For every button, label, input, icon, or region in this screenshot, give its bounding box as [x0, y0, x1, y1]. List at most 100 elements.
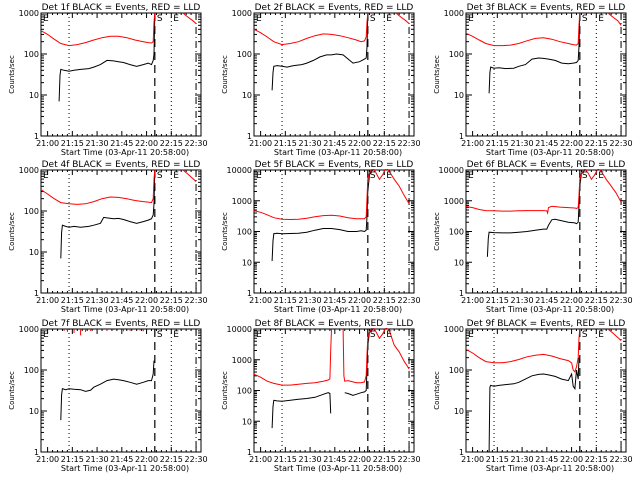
- plot-frame: [465, 328, 627, 453]
- y-tick-label: 100: [24, 50, 39, 59]
- y-axis-label: Counts/sec: [221, 55, 229, 94]
- y-tick-label: 1000: [444, 197, 464, 206]
- y-axis-label: Counts/sec: [433, 55, 441, 94]
- end-marker-label: E: [256, 14, 262, 24]
- series-events-line: [60, 360, 155, 421]
- y-tick-label: 10: [242, 258, 252, 267]
- y-tick-label: 1000: [444, 325, 464, 334]
- start-marker-label: S: [157, 14, 163, 24]
- x-tick-label: 21:45: [535, 455, 558, 464]
- y-axis-label: Counts/sec: [8, 55, 16, 94]
- panel-title: Det 3f BLACK = Events, RED = LLD: [467, 3, 626, 13]
- x-tick-label: 22:15: [585, 139, 608, 148]
- series-events-2-line: [344, 328, 374, 396]
- x-tick-label: 21:00: [249, 139, 272, 148]
- y-tick-label: 1: [34, 132, 39, 141]
- x-axis-label: Start Time (03-Apr-11 20:58:00): [486, 305, 614, 314]
- x-tick-label: 21:45: [535, 296, 558, 305]
- y-tick-label: 10: [242, 417, 252, 426]
- series-events-line: [58, 12, 156, 102]
- end-marker-label: E: [598, 330, 604, 340]
- y-tick-label: 10: [242, 91, 252, 100]
- x-axis-label: Start Time (03-Apr-11 20:58:00): [61, 305, 189, 314]
- x-tick-label: 22:15: [160, 296, 183, 305]
- x-axis-label: Start Time (03-Apr-11 20:58:00): [274, 464, 402, 473]
- end-marker-label: E: [386, 330, 392, 340]
- x-tick-label: 21:15: [274, 455, 297, 464]
- y-tick-label: 10: [454, 407, 464, 416]
- end-marker-label: E: [468, 171, 474, 181]
- plot-frame: [465, 169, 627, 294]
- x-tick-label: 22:15: [585, 455, 608, 464]
- x-tick-label: 22:00: [560, 139, 583, 148]
- y-tick-label: 1000: [19, 325, 39, 334]
- y-axis-label: Counts/sec: [433, 371, 441, 410]
- x-tick-label: 22:30: [185, 296, 208, 305]
- end-marker-label: E: [468, 14, 474, 24]
- end-marker-label: E: [43, 14, 49, 24]
- x-tick-label: 21:30: [86, 455, 109, 464]
- x-tick-label: 22:00: [560, 296, 583, 305]
- detector-panel-6: Det 6f BLACK = Events, RED = LLD 1 10 100 10…: [433, 160, 633, 314]
- x-tick-label: 21:45: [110, 296, 133, 305]
- series-lld-line: [254, 328, 332, 386]
- x-tick-label: 21:15: [61, 139, 84, 148]
- panel-title: Det 5f BLACK = Events, RED = LLD: [255, 160, 414, 170]
- end-marker-label: E: [598, 171, 604, 181]
- y-tick-label: 100: [449, 228, 464, 237]
- x-tick-label: 22:30: [398, 139, 421, 148]
- y-tick-label: 10: [454, 91, 464, 100]
- x-tick-label: 21:45: [110, 139, 133, 148]
- y-tick-label: 1: [459, 132, 464, 141]
- y-axis-label: Counts/sec: [221, 212, 229, 251]
- x-tick-label: 22:30: [398, 296, 421, 305]
- series-events-line: [486, 169, 586, 257]
- x-tick-label: 21:00: [249, 455, 272, 464]
- y-tick-label: 1: [459, 448, 464, 457]
- x-tick-label: 21:45: [535, 139, 558, 148]
- x-axis-label: Start Time (03-Apr-11 20:58:00): [486, 148, 614, 157]
- x-tick-label: 22:00: [135, 139, 158, 148]
- start-marker-label: S: [582, 330, 588, 340]
- plot-frame: [40, 328, 202, 453]
- detector-panel-1: Det 1f BLACK = Events, RED = LLD 1 10 100 10…: [8, 3, 208, 157]
- x-tick-label: 21:15: [61, 455, 84, 464]
- y-tick-label: 10000: [227, 325, 252, 334]
- y-tick-label: 100: [24, 366, 39, 375]
- y-tick-label: 10: [454, 258, 464, 267]
- series-lld-tail-line: [182, 12, 197, 24]
- end-marker-label: E: [256, 171, 262, 181]
- x-tick-label: 21:15: [274, 139, 297, 148]
- panel-title: Det 8f BLACK = Events, RED = LLD: [255, 319, 414, 329]
- y-tick-label: 1000: [19, 166, 39, 175]
- x-tick-label: 21:00: [461, 455, 484, 464]
- y-tick-label: 1: [34, 448, 39, 457]
- start-marker-label: S: [370, 14, 376, 24]
- plot-frame: [465, 12, 627, 137]
- panel-title: Det 2f BLACK = Events, RED = LLD: [255, 3, 414, 13]
- y-tick-label: 1000: [232, 197, 252, 206]
- start-marker-label: S: [157, 171, 163, 181]
- y-tick-label: 1: [247, 448, 252, 457]
- x-axis-label: Start Time (03-Apr-11 20:58:00): [61, 148, 189, 157]
- series-lld-tail-line: [395, 12, 410, 24]
- x-tick-label: 21:30: [511, 296, 534, 305]
- series-lld-line: [466, 328, 581, 373]
- x-tick-label: 21:30: [299, 296, 322, 305]
- y-tick-label: 10: [29, 91, 39, 100]
- x-tick-label: 21:30: [86, 296, 109, 305]
- y-tick-label: 1000: [232, 9, 252, 18]
- x-tick-label: 21:30: [86, 139, 109, 148]
- end-marker-label: E: [43, 171, 49, 181]
- x-tick-label: 22:15: [585, 296, 608, 305]
- series-lld-line: [466, 12, 581, 47]
- y-tick-label: 1: [247, 289, 252, 298]
- panel-title: Det 4f BLACK = Events, RED = LLD: [42, 160, 201, 170]
- y-tick-label: 100: [449, 50, 464, 59]
- x-tick-label: 21:30: [511, 139, 534, 148]
- series-lld-tail-line: [182, 169, 197, 182]
- x-tick-label: 22:00: [348, 139, 371, 148]
- start-marker-label: S: [157, 330, 163, 340]
- y-tick-label: 100: [24, 207, 39, 216]
- x-tick-label: 21:30: [511, 455, 534, 464]
